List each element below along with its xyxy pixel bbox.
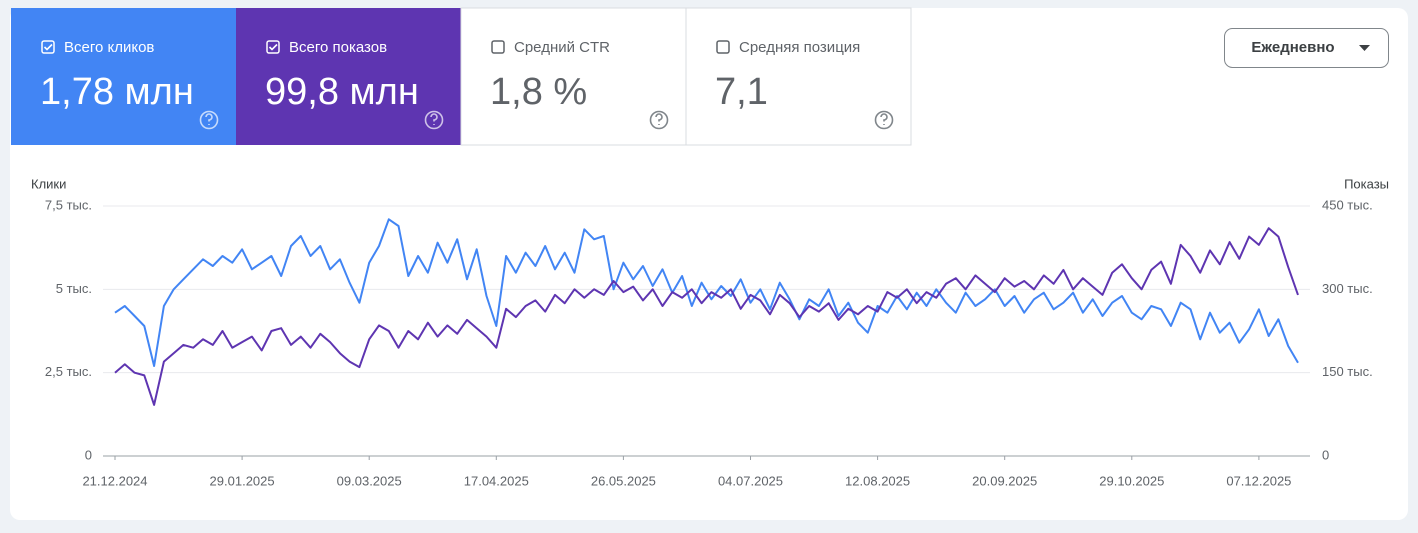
metric-card[interactable]: Всего кликов 1,78 млн: [11, 8, 236, 145]
checkbox[interactable]: [41, 40, 55, 54]
help-icon[interactable]: [199, 110, 219, 130]
card-bg[interactable]: [460, 7, 687, 146]
x-tick-label: 04.07.2025: [718, 473, 783, 488]
card-bg[interactable]: [685, 7, 912, 146]
card-bg[interactable]: [236, 8, 461, 145]
y-tick-label: 5 тыс.: [56, 281, 92, 296]
y-tick-label: 0: [85, 447, 92, 462]
help-icon-glyph[interactable]: [655, 113, 663, 125]
x-tick-label: 09.03.2025: [337, 473, 402, 488]
x-tick-label: 29.10.2025: [1099, 473, 1164, 488]
dropdown-arrow[interactable]: [1359, 45, 1370, 51]
x-tick-label: 17.04.2025: [464, 473, 529, 488]
x-tick-label: 20.09.2025: [972, 473, 1037, 488]
metric-card[interactable]: Средний CTR 1,8 %: [460, 7, 687, 146]
x-tick-label: 26.05.2025: [591, 473, 656, 488]
checkbox[interactable]: [491, 40, 505, 54]
card-value: 99,8 млн: [265, 71, 419, 113]
y2-tick-label: 150 тыс.: [1322, 364, 1373, 379]
help-icon-glyph[interactable]: [430, 113, 438, 125]
y2-tick-label: 450 тыс.: [1322, 197, 1373, 212]
x-tick-label: 07.12.2025: [1226, 473, 1291, 488]
x-tick-label: 12.08.2025: [845, 473, 910, 488]
card-label[interactable]: Средний CTR: [514, 39, 610, 56]
checkbox[interactable]: [716, 40, 730, 54]
card-label[interactable]: Всего показов: [289, 39, 387, 56]
y-tick-label: 2,5 тыс.: [45, 364, 92, 379]
card-bg[interactable]: [11, 8, 236, 145]
checkmark[interactable]: [43, 43, 53, 51]
x-tick-label: 29.01.2025: [210, 473, 275, 488]
checkmark[interactable]: [268, 43, 278, 51]
card-value: 1,78 млн: [40, 71, 194, 113]
help-icon-glyph[interactable]: [205, 113, 213, 125]
metric-card[interactable]: Средняя позиция 7,1: [685, 7, 912, 146]
y2-tick-label: 300 тыс.: [1322, 281, 1373, 296]
help-icon-glyph[interactable]: [880, 113, 888, 125]
card-value: 1,8 %: [490, 71, 587, 113]
card-label[interactable]: Всего кликов: [64, 39, 154, 56]
series-line: [114, 218, 1299, 367]
y2-axis-title: Показы: [1344, 176, 1389, 191]
help-icon[interactable]: [874, 110, 894, 130]
series-line: [114, 227, 1299, 406]
x-tick-label: 21.12.2024: [82, 473, 147, 488]
checkbox[interactable]: [266, 40, 280, 54]
y-axis-title: Клики: [31, 176, 66, 191]
y-tick-label: 7,5 тыс.: [45, 197, 92, 212]
y2-tick-label: 0: [1322, 447, 1329, 462]
metric-card[interactable]: Всего показов 99,8 млн: [236, 8, 461, 145]
help-icon[interactable]: [424, 110, 444, 130]
dropdown-frame[interactable]: [1224, 28, 1389, 68]
help-icon[interactable]: [649, 110, 669, 130]
card-value: 7,1: [715, 71, 768, 113]
period-dropdown[interactable]: Ежедневно: [1224, 28, 1389, 68]
card-label[interactable]: Средняя позиция: [739, 39, 860, 56]
dropdown-label[interactable]: Ежедневно: [1251, 39, 1334, 56]
